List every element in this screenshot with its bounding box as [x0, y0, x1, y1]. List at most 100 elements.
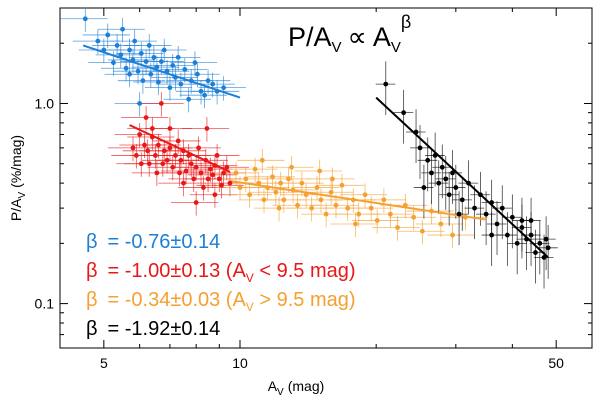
orange-point	[317, 168, 323, 174]
orange-point	[276, 205, 282, 211]
orange-point	[273, 189, 279, 195]
orange-point	[381, 197, 387, 203]
x-tick-label: 10	[232, 355, 248, 371]
red-point	[204, 126, 210, 131]
legend: β = -0.76±0.14 β = -1.00±0.13 (AV < 9.5 mag…	[86, 231, 356, 340]
red-point	[207, 166, 213, 172]
black-point	[436, 180, 442, 186]
black-point	[421, 185, 427, 190]
black-point	[446, 192, 452, 198]
blue-point	[161, 47, 167, 53]
red-point	[161, 148, 167, 154]
blue-point	[114, 43, 120, 48]
black-fit-line	[375, 96, 549, 259]
black-point	[524, 236, 529, 242]
red-point	[160, 161, 166, 167]
y-tick-label: 1.0	[35, 95, 55, 111]
black-point	[432, 153, 438, 158]
legend-entry: β = -1.00±0.13 (AV < 9.5 mag)	[86, 260, 356, 285]
red-point	[130, 145, 136, 151]
black-point	[519, 218, 525, 223]
blue-point	[82, 16, 88, 22]
orange-point	[281, 197, 287, 203]
black-point	[504, 232, 510, 238]
blue-point	[154, 64, 160, 70]
orange-point	[247, 192, 252, 198]
black-point	[483, 211, 489, 217]
orange-point	[295, 202, 300, 208]
y-axis-label: P/AV(%/mag)	[8, 135, 28, 221]
blue-point	[175, 54, 181, 60]
orange-point	[463, 214, 468, 220]
orange-point	[362, 192, 368, 198]
red-point	[224, 164, 230, 170]
orange-point	[314, 185, 320, 190]
red-point	[201, 185, 206, 190]
orange-point	[299, 180, 305, 186]
orange-point	[411, 214, 417, 220]
red-point	[212, 192, 218, 198]
red-point	[143, 115, 149, 121]
black-point	[459, 197, 465, 203]
orange-point	[290, 187, 296, 193]
orange-point	[438, 221, 444, 227]
orange-point	[368, 205, 374, 211]
red-point	[198, 170, 204, 176]
blue-point	[221, 85, 227, 91]
axis-ticks: 5 10 50 1.0 0.1	[35, 7, 593, 371]
x-tick-label: 50	[548, 355, 564, 371]
x-tick-label: 5	[100, 355, 108, 371]
blue-point	[188, 78, 194, 84]
blue-point	[140, 78, 146, 84]
orange-point	[328, 189, 334, 195]
red-point	[155, 142, 161, 148]
x-axis-label: AV (mag)	[268, 378, 325, 398]
blue-point	[120, 26, 125, 32]
red-point	[221, 170, 227, 176]
black-point	[494, 221, 500, 227]
orange-point	[318, 197, 324, 203]
orange-point	[261, 197, 267, 203]
blue-point	[205, 78, 211, 84]
red-point	[188, 161, 194, 167]
red-point	[173, 153, 178, 158]
orange-point	[252, 166, 258, 172]
black-point	[509, 214, 515, 220]
orange-point	[265, 185, 270, 190]
blue-point	[143, 59, 149, 64]
black-point	[514, 240, 520, 246]
black-point	[499, 205, 505, 211]
red-point	[149, 134, 155, 140]
orange-point	[329, 176, 335, 182]
blue-point	[95, 38, 101, 44]
blue-point	[123, 65, 129, 71]
orange-point	[395, 225, 400, 230]
blue-point	[146, 43, 152, 48]
red-point	[152, 153, 158, 158]
red-point	[203, 157, 209, 163]
blue-point	[167, 85, 173, 91]
blue-point	[158, 59, 164, 64]
black-point	[543, 236, 549, 242]
red-point	[191, 176, 197, 182]
orange-point	[419, 228, 425, 234]
red-point	[164, 157, 170, 163]
blue-point	[164, 68, 170, 74]
black-point	[528, 218, 534, 223]
orange-point	[323, 211, 329, 217]
red-point	[214, 153, 220, 158]
red-point	[212, 163, 218, 168]
orange-point	[243, 176, 249, 182]
orange-point	[353, 221, 358, 227]
red-point	[142, 142, 147, 148]
blue-point	[101, 47, 107, 53]
red-point	[219, 182, 224, 188]
blue-point	[173, 74, 178, 80]
red-point	[227, 180, 233, 186]
blue-point	[178, 81, 184, 87]
red-point	[133, 153, 139, 158]
red-point	[216, 176, 222, 182]
black-point	[541, 255, 547, 260]
red-point	[167, 145, 173, 151]
